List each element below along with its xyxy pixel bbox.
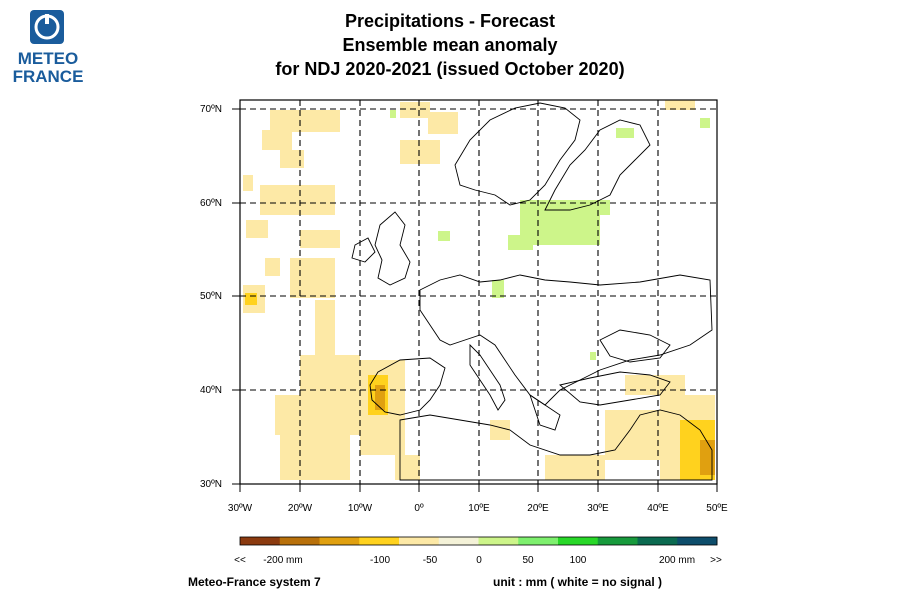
legend-color-swatch: [558, 537, 599, 545]
anomaly-cell: [605, 410, 660, 460]
coastlines: [351, 102, 713, 481]
legend-label: 100: [570, 555, 587, 566]
grid-lines: [240, 100, 717, 484]
lon-label: 40ºE: [647, 503, 669, 514]
lat-label: 50ºN: [200, 291, 222, 302]
anomaly-cell: [590, 200, 610, 215]
logo-emblem-icon: [30, 10, 64, 44]
lon-label: 30ºW: [228, 503, 253, 514]
anomaly-cell: [400, 140, 440, 164]
anomaly-cell: [438, 231, 450, 241]
anomaly-cell: [300, 230, 340, 248]
anomaly-cell: [428, 112, 458, 134]
anomaly-cells: [243, 100, 715, 480]
lon-label: 20ºW: [288, 503, 313, 514]
legend-label: >>: [710, 555, 722, 566]
anomaly-cell: [700, 118, 710, 128]
anomaly-cell: [275, 395, 360, 435]
legend-color-swatch: [518, 537, 559, 545]
lon-label: 10ºW: [348, 503, 373, 514]
legend-label: 200 mm: [659, 555, 695, 566]
model-system-label: Meteo-France system 7: [188, 575, 321, 589]
anomaly-cell: [246, 220, 268, 238]
title-line3: for NDJ 2020-2021 (issued October 2020): [275, 59, 625, 79]
lat-label: 70ºN: [200, 104, 222, 115]
anomaly-cell: [290, 258, 335, 298]
anomaly-cell: [492, 280, 504, 298]
lon-label: 20ºE: [527, 503, 549, 514]
anomaly-cell: [590, 352, 596, 360]
unit-label: unit : mm ( white = no signal ): [493, 575, 663, 589]
anomaly-cell: [300, 355, 360, 395]
legend-color-swatch: [677, 537, 718, 545]
legend-label: 0: [476, 555, 482, 566]
legend-label: -50: [423, 555, 438, 566]
anomaly-cell: [280, 435, 350, 480]
anomaly-cell: [665, 100, 695, 110]
anomaly-cell: [520, 200, 600, 245]
lon-label: 10ºE: [468, 503, 490, 514]
legend-color-swatch: [597, 537, 638, 545]
anomaly-cell: [262, 130, 292, 150]
legend-color-swatch: [399, 537, 440, 545]
legend-color-swatch: [359, 537, 400, 545]
title-line2: Ensemble mean anomaly: [342, 35, 558, 55]
title-line1: Precipitations - Forecast: [344, 11, 556, 31]
legend-color-swatch: [319, 537, 360, 545]
legend-frame: [239, 536, 718, 546]
anomaly-cell: [260, 185, 335, 215]
anomaly-cell: [270, 110, 340, 132]
lat-label: 60ºN: [200, 198, 222, 209]
anomaly-cell: [243, 175, 253, 191]
anomaly-cell: [390, 110, 396, 118]
anomaly-cell: [280, 150, 304, 168]
legend-label: <<: [234, 555, 246, 566]
anomaly-cell: [545, 455, 605, 480]
anomaly-cell: [395, 455, 420, 480]
anomaly-cell: [700, 440, 715, 475]
anomaly-cell: [490, 420, 510, 440]
legend-color-swatch: [279, 537, 320, 545]
meteo-france-logo: METEO FRANCE: [8, 10, 88, 90]
lon-label: 0º: [414, 503, 424, 514]
logo-line2: FRANCE: [12, 67, 84, 86]
legend-label: 50: [522, 555, 534, 566]
anomaly-cell: [315, 300, 335, 360]
anomaly-cell: [245, 293, 257, 305]
anomaly-cell: [375, 385, 385, 410]
legend-color-swatch: [240, 537, 281, 545]
logo-line1: METEO: [17, 49, 79, 68]
legend-label: -200 mm: [263, 555, 302, 566]
legend-color-swatch: [637, 537, 678, 545]
anomaly-cell: [400, 102, 430, 118]
lat-label: 30ºN: [200, 479, 222, 490]
anomaly-cell: [616, 128, 634, 138]
anomaly-cell: [265, 258, 280, 276]
legend-bar: [240, 537, 718, 545]
anomaly-cell: [508, 235, 533, 250]
legend-label: -100: [370, 555, 390, 566]
lon-label: 50ºE: [706, 503, 728, 514]
lon-label: 30ºE: [587, 503, 609, 514]
anomaly-cell: [625, 375, 685, 395]
legend-color-swatch: [478, 537, 519, 545]
legend-color-swatch: [438, 537, 479, 545]
lat-label: 40ºN: [200, 385, 222, 396]
